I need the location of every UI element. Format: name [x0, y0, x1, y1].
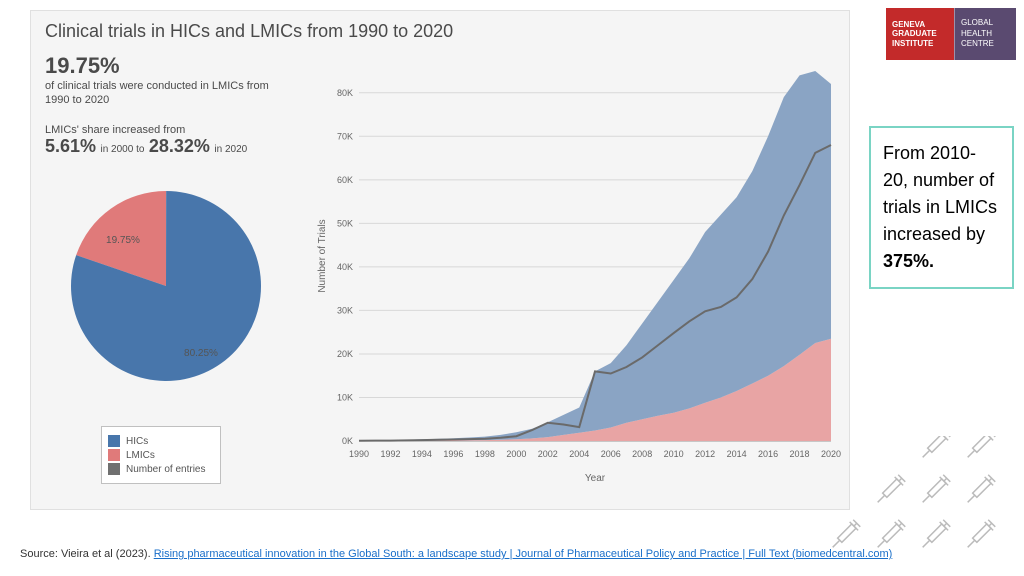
legend-row: LMICs — [108, 449, 214, 461]
logo-ghc: GLOBAL HEALTH CENTRE — [954, 8, 1016, 60]
callout-box: From 2010-20, number of trials in LMICs … — [869, 126, 1014, 289]
svg-text:1992: 1992 — [380, 449, 400, 459]
svg-text:50K: 50K — [337, 218, 353, 228]
source-citation: Source: Vieira et al (2023). Rising phar… — [20, 548, 892, 560]
svg-text:0K: 0K — [342, 436, 353, 446]
svg-text:80.25%: 80.25% — [184, 348, 218, 359]
legend-row: Number of entries — [108, 463, 214, 475]
svg-text:30K: 30K — [337, 305, 353, 315]
svg-text:19.75%: 19.75% — [106, 235, 140, 246]
svg-text:80K: 80K — [337, 88, 353, 98]
logo-block: GENEVA GRADUATE INSTITUTE GLOBAL HEALTH … — [886, 8, 1016, 60]
chart-title: Clinical trials in HICs and LMICs from 1… — [45, 21, 453, 42]
svg-text:1996: 1996 — [443, 449, 463, 459]
callout-bold: 375%. — [883, 251, 934, 271]
svg-text:2018: 2018 — [790, 449, 810, 459]
svg-text:Number of Trials: Number of Trials — [317, 219, 328, 292]
stat-to-pct: 28.32% — [149, 136, 210, 156]
stat-description: of clinical trials were conducted in LMI… — [45, 79, 275, 108]
legend-label: LMICs — [126, 450, 155, 461]
area-chart: 0K 10K 20K 30K 40K 50K 60K 70K 80K 1990 1992 1994 19… — [311, 61, 841, 491]
svg-text:2020: 2020 — [821, 449, 841, 459]
svg-text:1990: 1990 — [349, 449, 369, 459]
svg-text:Year: Year — [585, 473, 606, 484]
svg-text:2000: 2000 — [506, 449, 526, 459]
stat-to-year: in 2020 — [214, 144, 247, 155]
svg-text:2010: 2010 — [664, 449, 684, 459]
stat-from-year: in 2000 to — [101, 144, 145, 155]
svg-text:2014: 2014 — [727, 449, 747, 459]
callout-text: From 2010-20, number of trials in LMICs … — [883, 143, 997, 244]
source-prefix: Source: Vieira et al (2023). — [20, 548, 154, 560]
svg-text:2006: 2006 — [601, 449, 621, 459]
chart-panel: Clinical trials in HICs and LMICs from 1… — [30, 10, 850, 510]
legend-swatch — [108, 463, 120, 475]
pie-chart: 19.75% 80.25% — [61, 181, 271, 391]
svg-text:40K: 40K — [337, 262, 353, 272]
svg-text:2004: 2004 — [569, 449, 589, 459]
svg-text:10K: 10K — [337, 392, 353, 402]
svg-text:2012: 2012 — [695, 449, 715, 459]
svg-text:70K: 70K — [337, 131, 353, 141]
legend-swatch — [108, 449, 120, 461]
svg-text:2016: 2016 — [758, 449, 778, 459]
legend-label: HICs — [126, 436, 148, 447]
svg-text:2002: 2002 — [538, 449, 558, 459]
svg-text:1994: 1994 — [412, 449, 432, 459]
legend-swatch — [108, 435, 120, 447]
stat-percentage: 19.75% — [45, 53, 275, 79]
svg-text:2008: 2008 — [632, 449, 652, 459]
stat-share-change: 5.61% in 2000 to 28.32% in 2020 — [45, 136, 275, 157]
source-link[interactable]: Rising pharmaceutical innovation in the … — [154, 548, 893, 560]
svg-text:1998: 1998 — [475, 449, 495, 459]
svg-text:60K: 60K — [337, 175, 353, 185]
legend: HICs LMICs Number of entries — [101, 426, 221, 484]
stat-block: 19.75% of clinical trials were conducted… — [45, 53, 275, 157]
stat-from-pct: 5.61% — [45, 136, 96, 156]
legend-label: Number of entries — [126, 464, 205, 475]
logo-geneva: GENEVA GRADUATE INSTITUTE — [886, 8, 954, 60]
stat-share-prefix: LMICs' share increased from — [45, 124, 275, 136]
legend-row: HICs — [108, 435, 214, 447]
svg-text:20K: 20K — [337, 349, 353, 359]
